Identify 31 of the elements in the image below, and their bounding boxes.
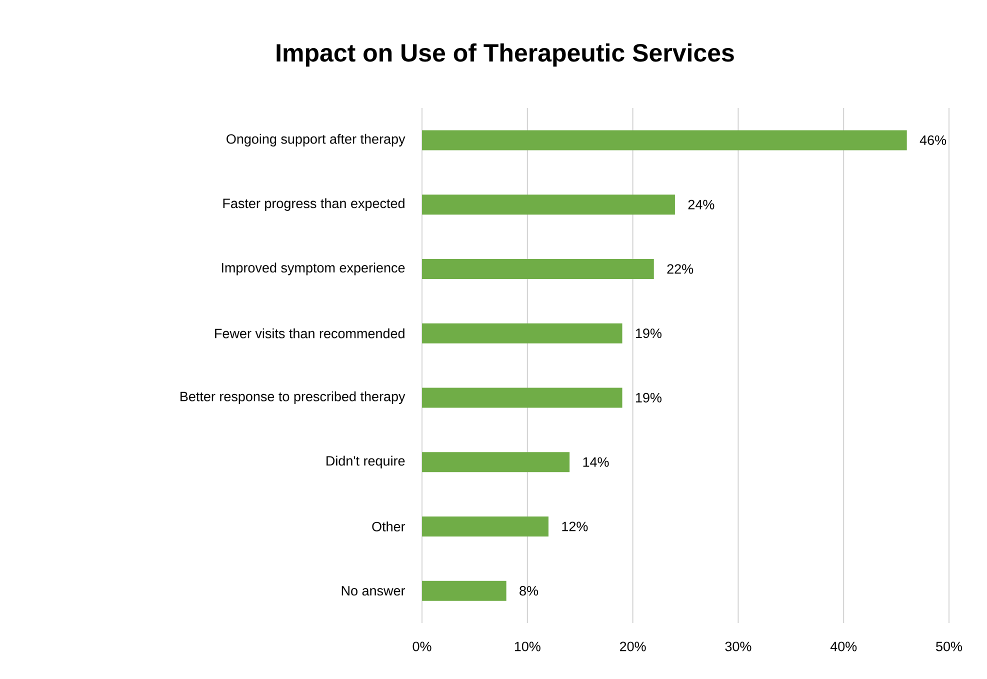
- bar: [422, 258, 654, 279]
- bar: [422, 452, 570, 472]
- x-tick-label: 30%: [725, 642, 752, 652]
- x-tick-label: 50%: [936, 642, 962, 652]
- y-tick-label: Improved symptom experience: [222, 262, 405, 276]
- y-tick-label: Better response to prescribed therapy: [180, 391, 406, 404]
- data-label: 22%: [667, 264, 694, 274]
- data-label: 46%: [920, 135, 946, 145]
- y-tick-label: Ongoing support after therapy: [226, 134, 406, 146]
- y-tick-label: Other: [372, 521, 406, 532]
- bar: [422, 323, 622, 344]
- bar: [422, 516, 548, 536]
- data-label: 19%: [636, 328, 662, 338]
- chart-title: Impact on Use of Therapeutic Services: [276, 43, 734, 67]
- bar: [422, 194, 675, 215]
- y-tick-label: Faster progress than expected: [223, 198, 404, 211]
- bar: [422, 580, 506, 601]
- data-label: 12%: [562, 522, 588, 532]
- bar: [422, 130, 907, 150]
- data-label: 8%: [520, 586, 538, 596]
- bar: [422, 388, 622, 408]
- x-tick-label: 40%: [830, 642, 857, 652]
- y-tick-label: Didn't require: [326, 456, 405, 468]
- x-tick-label: 0%: [412, 642, 432, 652]
- data-label: 24%: [688, 200, 714, 210]
- data-label: 19%: [636, 392, 662, 402]
- y-tick-label: Fewer visits than recommended: [215, 328, 404, 338]
- x-tick-label: 10%: [514, 642, 540, 652]
- x-tick-label: 20%: [620, 642, 646, 652]
- y-tick-label: No answer: [342, 586, 406, 596]
- data-label: 14%: [583, 457, 609, 467]
